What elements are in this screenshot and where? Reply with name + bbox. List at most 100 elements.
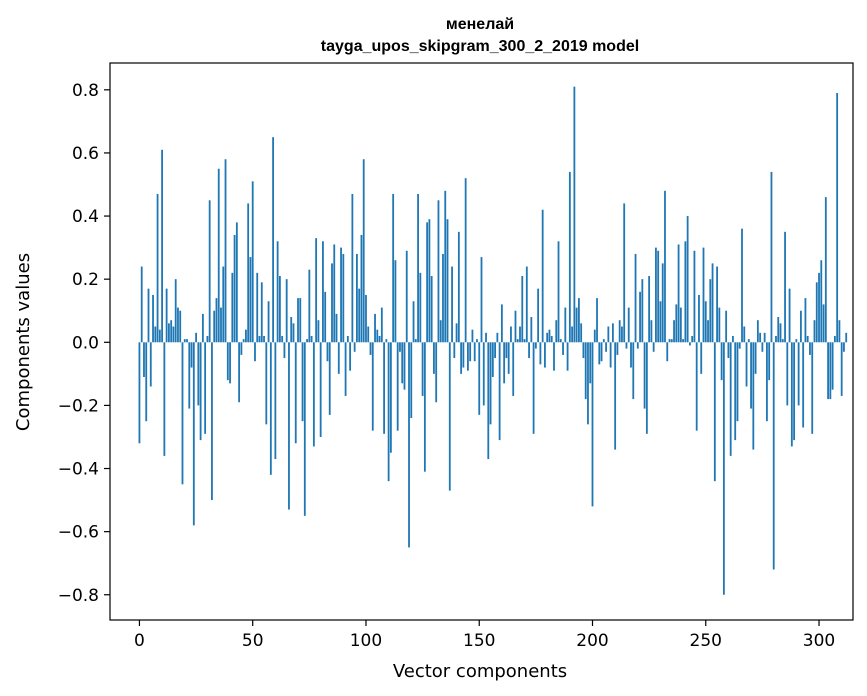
bar-268 [745, 342, 748, 387]
bar-11 [163, 342, 166, 456]
bar-86 [333, 244, 336, 343]
bar-271 [752, 342, 755, 450]
bar-139 [453, 342, 456, 359]
bar-22 [188, 342, 191, 409]
bar-210 [614, 342, 617, 450]
x-axis-ticks: 0 50 100 150 200 250 300 [134, 620, 835, 651]
bar-280 [772, 342, 775, 570]
bar-63 [281, 335, 284, 343]
bar-24 [192, 342, 195, 526]
bar-291 [797, 342, 800, 406]
bar-180 [546, 332, 549, 343]
bar-70 [297, 298, 299, 343]
bar-129 [430, 276, 433, 343]
bar-144 [464, 178, 467, 343]
bar-160 [500, 304, 503, 343]
bar-148 [473, 342, 476, 362]
y-tick-label: 0.6 [72, 144, 99, 164]
bar-61 [276, 241, 279, 343]
bar-215 [625, 342, 628, 349]
bar-44 [238, 342, 241, 403]
bar-192 [573, 86, 576, 343]
bar-189 [566, 342, 569, 371]
bar-156 [491, 342, 494, 377]
bar-298 [813, 320, 816, 343]
y-tick-label: −0.6 [58, 523, 99, 543]
bar-94 [351, 193, 354, 343]
bar-50 [251, 181, 254, 343]
bar-5 [149, 342, 152, 387]
bar-130 [433, 342, 435, 374]
bar-292 [799, 310, 802, 343]
bar-231 [661, 263, 664, 343]
bar-141 [457, 231, 460, 343]
x-tick-label: 300 [803, 631, 835, 651]
bar-256 [718, 307, 721, 343]
bar-48 [247, 203, 250, 343]
bar-297 [811, 342, 814, 434]
bar-311 [843, 342, 845, 352]
bar-10 [161, 149, 163, 343]
bar-196 [582, 342, 585, 359]
bar-212 [618, 320, 621, 343]
bar-112 [392, 193, 395, 343]
bar-107 [380, 307, 383, 343]
bar-181 [548, 329, 551, 343]
bar-series [138, 86, 848, 595]
bar-120 [410, 342, 413, 419]
bar-162 [505, 342, 508, 359]
bar-246 [695, 342, 698, 431]
bar-12 [165, 288, 168, 343]
bar-193 [575, 307, 578, 343]
bar-309 [838, 320, 841, 343]
bar-138 [451, 266, 453, 343]
bar-170 [523, 339, 526, 343]
bar-79 [317, 320, 320, 343]
bar-142 [460, 342, 463, 374]
bar-47 [245, 329, 247, 343]
bar-124 [419, 272, 422, 343]
bar-101 [367, 326, 370, 343]
y-tick-label: 0.4 [72, 207, 99, 227]
bar-203 [598, 342, 601, 365]
bar-46 [242, 339, 245, 343]
bar-51 [254, 342, 256, 362]
bar-182 [550, 335, 553, 343]
y-tick-label: 0.2 [72, 270, 99, 290]
bar-169 [521, 276, 524, 343]
bar-32 [211, 342, 213, 501]
bar-197 [584, 342, 587, 400]
x-tick-label: 50 [242, 631, 264, 651]
bar-3 [145, 342, 148, 422]
bar-59 [272, 137, 274, 343]
bar-218 [632, 342, 635, 400]
bar-240 [682, 339, 685, 343]
bar-20 [183, 339, 186, 343]
y-tick-label: −0.4 [58, 460, 99, 480]
bar-118 [405, 250, 408, 343]
bar-191 [571, 326, 574, 343]
bar-262 [732, 335, 734, 343]
bar-217 [630, 342, 632, 368]
bar-30 [206, 335, 209, 343]
bar-258 [722, 342, 725, 595]
bar-100 [365, 294, 367, 343]
bar-117 [403, 342, 406, 390]
bar-122 [414, 339, 417, 343]
bar-184 [555, 320, 558, 343]
bar-58 [269, 342, 272, 475]
bar-134 [442, 253, 444, 343]
bar-284 [781, 339, 784, 343]
bar-245 [693, 250, 696, 343]
bar-41 [231, 272, 234, 343]
x-tick-label: 200 [576, 631, 608, 651]
bar-103 [371, 342, 374, 431]
bar-45 [240, 342, 243, 355]
bar-214 [623, 203, 626, 343]
chart-title-line1: менелай [446, 16, 514, 33]
bar-303 [824, 197, 827, 343]
bar-137 [448, 342, 451, 491]
bar-15 [172, 326, 175, 343]
y-tick-label: −0.8 [58, 586, 99, 606]
bar-264 [736, 342, 739, 422]
